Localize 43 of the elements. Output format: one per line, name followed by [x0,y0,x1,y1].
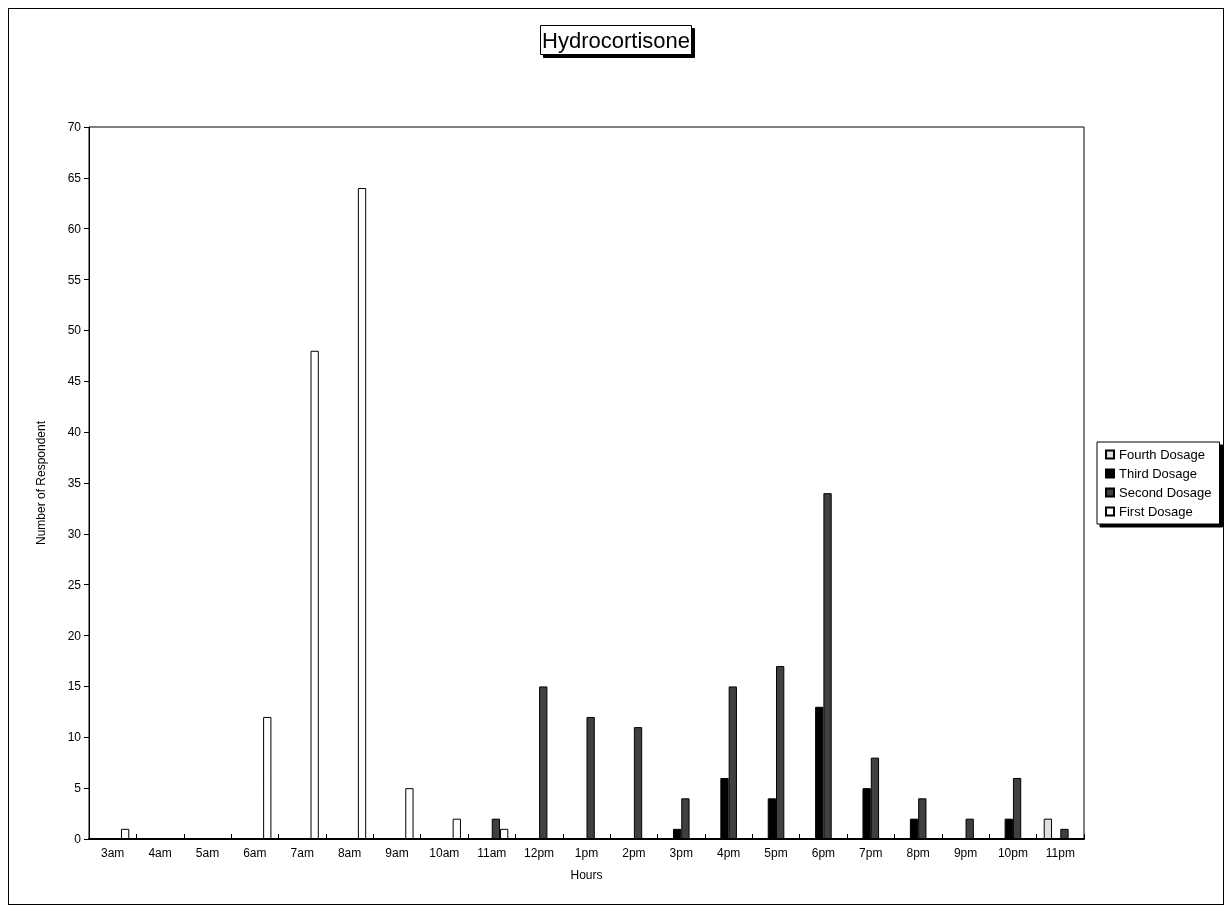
x-tick-label: 3pm [669,846,693,860]
y-tick-label: 40 [67,425,82,440]
x-tick-label: 7pm [859,846,883,860]
x-tick-label: 3am [101,846,125,860]
y-axis-title: Number of Respondent [34,420,48,546]
x-tick-label: 11pm [1045,846,1075,860]
y-tick-label: 0 [74,832,82,846]
y-tick-label: 55 [67,272,82,287]
y-tick-label: 60 [67,221,82,236]
y-tick-label: 65 [67,170,82,185]
y-tick-label: 50 [67,323,82,338]
x-tick-label: 1pm [574,846,599,860]
x-tick-label: 4am [148,846,172,860]
x-tick-label: 5pm [764,846,788,860]
x-tick-label: 9pm [953,846,978,860]
x-tick-label: 10pm [997,846,1028,860]
legend-label: First Dosage [1119,504,1193,519]
x-tick-label: 6pm [811,846,836,860]
x-tick-label: 8am [337,846,362,860]
y-tick-label: 25 [67,577,82,592]
x-tick-label: 12pm [524,846,555,860]
y-tick-label: 30 [67,526,82,541]
chart-title: Hydrocortisone [542,27,690,53]
y-tick-label: 35 [67,476,82,490]
x-tick-label: 7am [290,846,314,860]
y-tick-label: 10 [67,730,82,745]
x-tick-label: 10am [429,846,460,860]
x-axis-title: Hours [570,868,603,882]
x-tick-label: 9am [385,846,409,860]
y-tick-label: 15 [67,679,82,694]
x-tick-label: 4pm [716,846,741,860]
y-tick-label: 20 [67,628,82,643]
legend-label: Third Dosage [1119,466,1198,481]
x-tick-label: 6am [243,846,267,860]
y-tick-label: 70 [67,120,82,134]
x-tick-label: 11am [477,846,507,860]
y-tick-label: 45 [67,374,82,389]
legend-label: Second Dosage [1119,485,1212,500]
y-tick-label: 5 [74,781,82,796]
legend-label: Fourth Dosage [1119,447,1205,462]
x-tick-label: 2pm [622,846,646,860]
x-tick-label: 8pm [906,846,930,860]
x-tick-label: 5am [195,846,220,860]
